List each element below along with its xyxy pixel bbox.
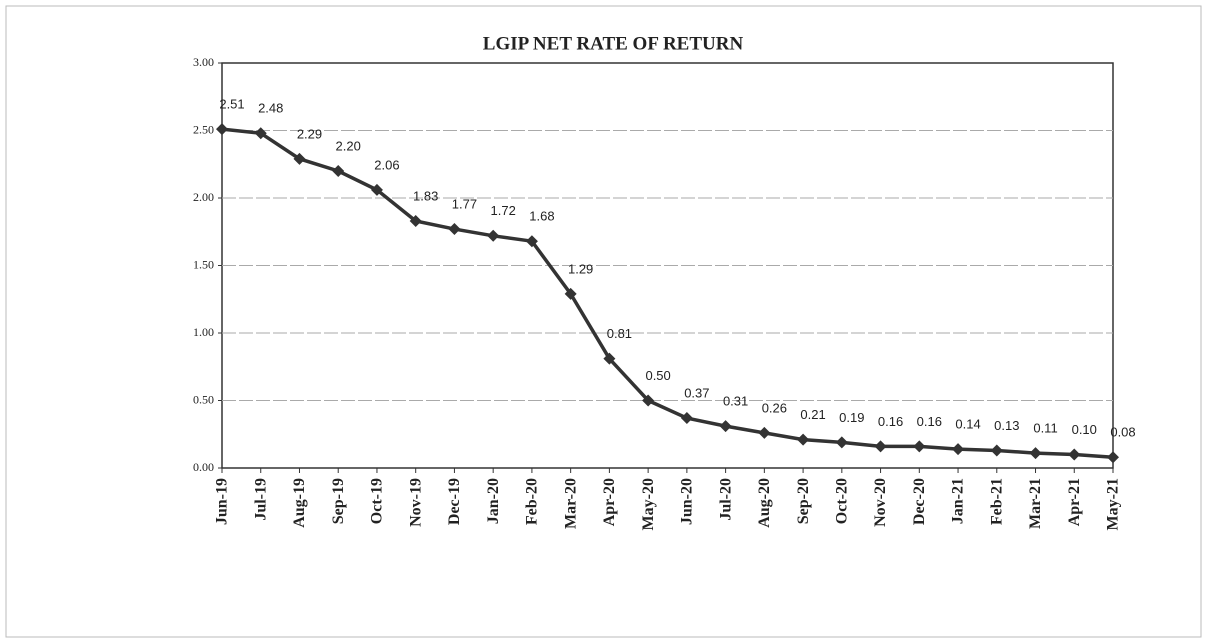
data-label: 0.10 (1072, 422, 1097, 437)
point-marker (952, 443, 965, 456)
point-marker (680, 412, 693, 425)
data-label: 1.83 (413, 188, 438, 203)
data-label: 0.16 (917, 414, 942, 429)
data-label: 0.81 (607, 326, 632, 341)
data-label: 0.26 (762, 400, 787, 415)
x-tick-label: Nov-20 (872, 478, 889, 527)
point-marker (642, 394, 655, 407)
x-tick-label: Jun-19 (214, 478, 231, 525)
x-tick-label: Dec-20 (911, 478, 928, 525)
x-tick-label: Sep-19 (330, 478, 347, 524)
data-label: 2.06 (374, 157, 399, 172)
x-tick-label: Feb-20 (524, 478, 541, 525)
point-marker (1029, 447, 1042, 460)
chart-title: LGIP NET RATE OF RETURN (483, 33, 744, 54)
data-label: 2.20 (336, 138, 361, 153)
x-tick-label: Feb-21 (988, 478, 1005, 525)
data-label: 1.29 (568, 261, 593, 276)
data-label: 0.19 (839, 410, 864, 425)
data-label: 1.77 (452, 196, 477, 211)
x-tick-label: Jul-19 (252, 478, 269, 521)
x-tick-label: Mar-21 (1027, 478, 1044, 529)
data-label: 0.31 (723, 394, 748, 409)
point-marker (758, 426, 771, 439)
page-border (5, 5, 1202, 638)
x-tick-label: May-20 (640, 478, 657, 530)
data-label: 0.11 (1033, 421, 1057, 436)
x-tick-label: Jan-21 (950, 478, 967, 524)
point-marker (448, 223, 461, 236)
data-label: 0.37 (684, 385, 709, 400)
point-marker (370, 183, 383, 196)
x-tick-label: Nov-19 (407, 478, 424, 527)
y-tick-label: 2.00 (193, 190, 214, 204)
point-marker (564, 287, 577, 300)
data-label: 1.68 (529, 209, 554, 224)
y-tick-label: 1.50 (193, 257, 214, 271)
x-tick-label: May-21 (1105, 478, 1122, 530)
data-label: 0.14 (955, 417, 980, 432)
x-tick-label: Aug-20 (756, 478, 773, 528)
x-tick-label: Dec-19 (446, 478, 463, 525)
data-label: 2.51 (219, 97, 244, 112)
y-tick-label: 1.00 (193, 325, 214, 339)
point-marker (603, 352, 616, 365)
y-tick-label: 0.50 (193, 392, 214, 406)
data-label: 0.21 (800, 407, 825, 422)
x-tick-label: Jun-20 (679, 478, 696, 525)
data-label: 2.48 (258, 101, 283, 116)
point-marker (1068, 448, 1081, 461)
y-tick-label: 3.00 (193, 55, 214, 69)
x-tick-label: Jul-20 (717, 478, 734, 521)
point-marker (254, 127, 267, 140)
data-label: 0.08 (1110, 425, 1135, 440)
y-tick-label: 0.00 (193, 460, 214, 474)
point-marker (835, 436, 848, 449)
point-marker (719, 420, 732, 433)
point-marker (913, 440, 926, 453)
data-label: 0.50 (645, 368, 670, 383)
point-marker (293, 152, 306, 165)
x-tick-label: Oct-19 (369, 478, 386, 524)
y-tick-label: 2.50 (193, 122, 214, 136)
x-tick-label: Jan-20 (485, 478, 502, 524)
x-tick-label: Aug-19 (291, 478, 308, 528)
data-label: 1.72 (491, 203, 516, 218)
point-marker (525, 235, 538, 248)
point-marker (797, 433, 810, 446)
point-marker (216, 123, 228, 136)
point-marker (1107, 451, 1119, 464)
x-tick-label: Sep-20 (795, 478, 812, 524)
data-label: 0.13 (994, 418, 1019, 433)
point-marker (409, 214, 422, 227)
x-tick-label: Apr-21 (1066, 478, 1083, 526)
point-marker (874, 440, 887, 453)
x-tick-label: Oct-20 (833, 478, 850, 524)
data-label: 0.16 (878, 414, 903, 429)
x-tick-label: Apr-20 (601, 478, 618, 526)
data-label: 2.29 (297, 126, 322, 141)
point-marker (332, 165, 345, 177)
series-line (221, 127, 1114, 459)
point-marker (990, 444, 1003, 457)
point-marker (487, 229, 500, 242)
x-tick-label: Mar-20 (562, 478, 579, 529)
